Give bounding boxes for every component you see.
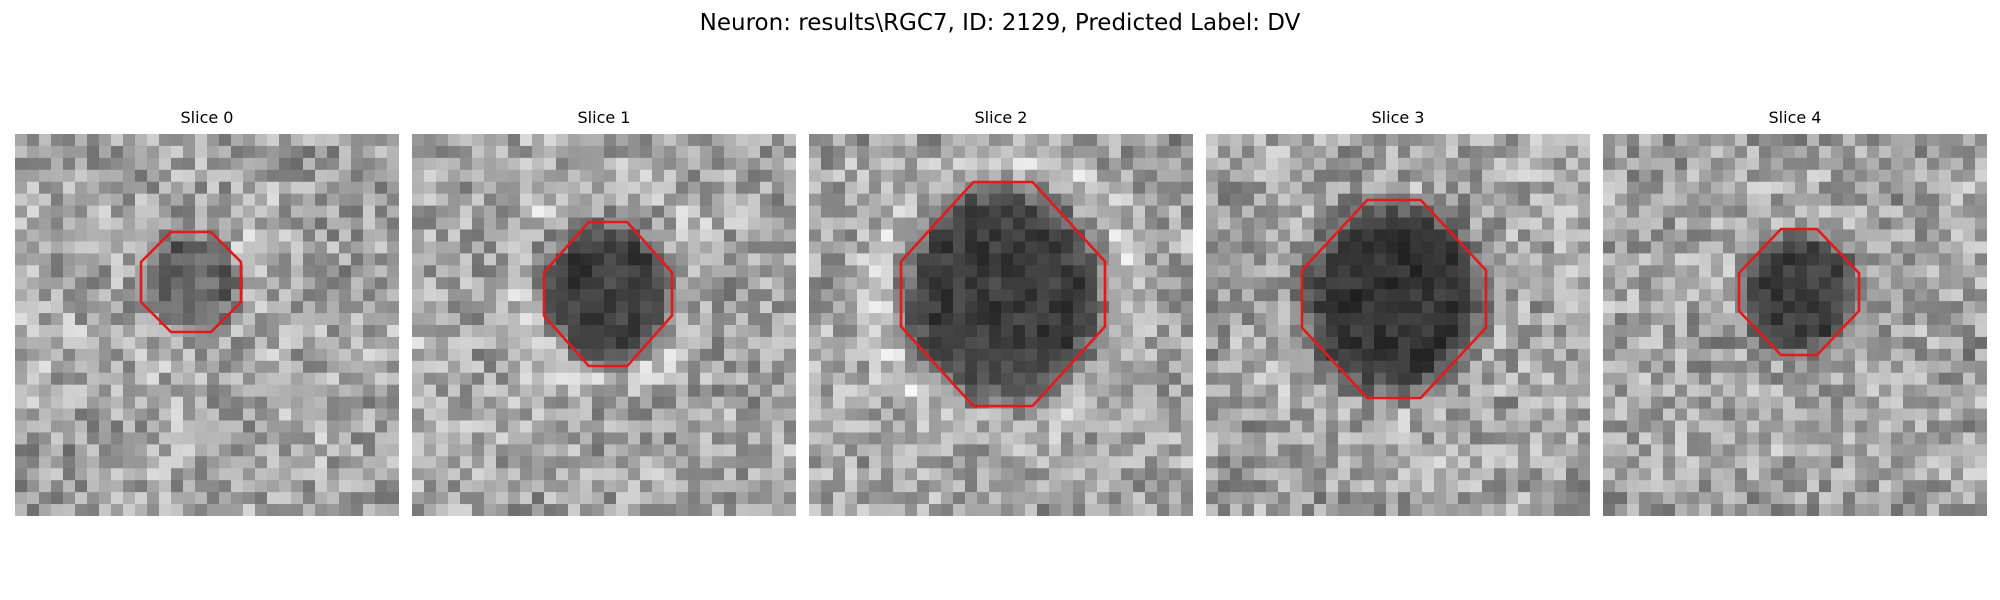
pixel-grid [809, 134, 1193, 516]
slice-title: Slice 1 [577, 108, 631, 127]
slice-panel: Slice 2 [809, 108, 1193, 516]
cell-contour [1737, 227, 1861, 357]
cell-contour [542, 220, 674, 368]
slice-title: Slice 2 [974, 108, 1028, 127]
slice-image [1206, 134, 1590, 516]
slice-panel: Slice 4 [1603, 108, 1987, 516]
slice-image-render [412, 134, 796, 516]
slice-panel: Slice 3 [1206, 108, 1590, 516]
slice-image [412, 134, 796, 516]
slice-title: Slice 0 [180, 108, 234, 127]
cell-contour [899, 180, 1107, 408]
pixel-grid [1603, 134, 1987, 516]
slice-panel: Slice 1 [412, 108, 796, 516]
cell-contour [139, 230, 243, 334]
slice-title: Slice 4 [1768, 108, 1822, 127]
figure-title: Neuron: results\RGC7, ID: 2129, Predicte… [699, 10, 1301, 36]
slice-image [1603, 134, 1987, 516]
slice-image [809, 134, 1193, 516]
slice-image-render [1206, 134, 1590, 516]
pixel-grid [412, 134, 796, 516]
slice-title: Slice 3 [1371, 108, 1425, 127]
slice-image-render [809, 134, 1193, 516]
pixel-grid [1206, 134, 1590, 516]
slice-panel: Slice 0 [15, 108, 399, 516]
slice-image-render [1603, 134, 1987, 516]
slice-image-render [15, 134, 399, 516]
cell-contour [1300, 198, 1488, 400]
slice-image [15, 134, 399, 516]
pixel-grid [15, 134, 399, 516]
